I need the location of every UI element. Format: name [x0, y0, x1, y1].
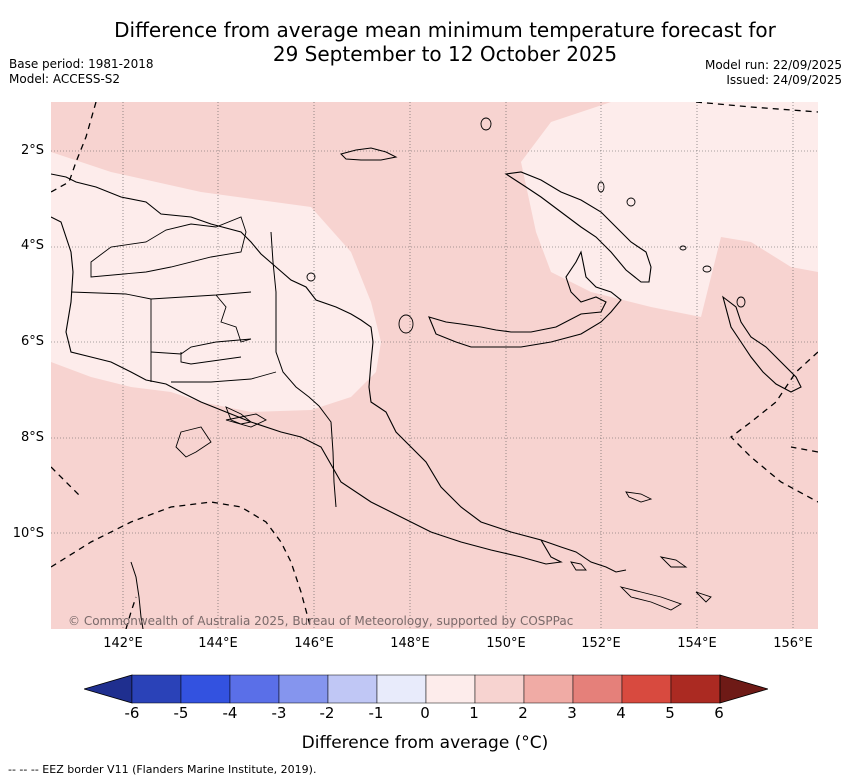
colorbar-svg	[82, 674, 770, 704]
colorbar-extend-low	[82, 674, 133, 704]
title-line-1: Difference from average mean minimum tem…	[114, 18, 776, 42]
lon-label-144e: 144°E	[198, 636, 238, 651]
cb-tick: 5	[665, 704, 675, 722]
anomaly-region-0-1-west	[51, 152, 381, 412]
colorbar-segment	[425, 674, 476, 704]
colorbar-segment	[523, 674, 574, 704]
colorbar-segment	[327, 674, 378, 704]
map-svg	[51, 102, 818, 629]
colorbar-segment	[229, 674, 280, 704]
lon-label-154e: 154°E	[677, 636, 717, 651]
colorbar-segment	[572, 674, 623, 704]
eez-borders	[51, 102, 818, 629]
colorbar-segment	[278, 674, 329, 704]
base-period: Base period: 1981-2018	[9, 57, 154, 71]
colorbar-segment	[621, 674, 672, 704]
colorbar-segment	[376, 674, 427, 704]
colorbar-segment	[131, 674, 182, 704]
lat-label-2s: 2°S	[20, 143, 44, 158]
colorbar	[82, 674, 770, 708]
meta-right: Model run: 22/09/2025 Issued: 24/09/2025	[705, 58, 842, 88]
map-area	[51, 102, 818, 629]
lat-label-4s: 4°S	[20, 238, 44, 253]
lon-label-152e: 152°E	[581, 636, 621, 651]
title-line-2: 29 September to 12 October 2025	[272, 42, 618, 66]
gridlines	[51, 102, 818, 629]
lat-label-10s: 10°S	[12, 526, 44, 541]
lon-label-148e: 148°E	[390, 636, 430, 651]
colorbar-segment	[180, 674, 231, 704]
small-islands	[306, 117, 746, 611]
cb-tick: -5	[173, 704, 189, 722]
cb-tick: 0	[420, 704, 430, 722]
colorbar-segment	[474, 674, 525, 704]
cb-tick: -6	[124, 704, 140, 722]
cape-york	[130, 561, 144, 629]
cb-tick: 3	[567, 704, 577, 722]
anomaly-region-0-1-east	[521, 102, 818, 317]
copyright-notice: © Commonwealth of Australia 2025, Bureau…	[68, 614, 574, 628]
lon-label-150e: 150°E	[486, 636, 526, 651]
lon-label-142e: 142°E	[103, 636, 143, 651]
cb-tick: 1	[469, 704, 479, 722]
manus-island	[340, 147, 398, 161]
lon-label-146e: 146°E	[294, 636, 334, 651]
international-border	[270, 231, 337, 508]
south-coast-islands	[175, 406, 267, 458]
model-run: Model run: 22/09/2025	[704, 58, 842, 72]
cb-tick: -4	[222, 704, 238, 722]
cb-tick: 4	[616, 704, 626, 722]
southeast-peninsula	[540, 539, 627, 573]
lon-label-156e: 156°E	[773, 636, 813, 651]
meta-left: Base period: 1981-2018 Model: ACCESS-S2	[9, 57, 154, 87]
bougainville-island	[722, 295, 802, 393]
colorbar-title: Difference from average (°C)	[301, 733, 549, 753]
provincial-boundaries	[70, 216, 277, 383]
lat-label-6s: 6°S	[20, 334, 44, 349]
eez-footnote: -- -- -- EEZ border V11 (Flanders Marine…	[8, 763, 317, 776]
model-name: Model: ACCESS-S2	[9, 72, 121, 86]
colorbar-segment	[670, 674, 721, 704]
lat-label-8s: 8°S	[20, 430, 44, 445]
cb-tick: -1	[368, 704, 384, 722]
new-britain-island	[428, 250, 622, 348]
chart-title: Difference from average mean minimum tem…	[60, 18, 830, 66]
cb-tick: 6	[714, 704, 724, 722]
cb-tick: -3	[271, 704, 287, 722]
new-ireland-island	[504, 171, 652, 283]
cb-tick: -2	[319, 704, 335, 722]
cb-tick: 2	[518, 704, 528, 722]
issued-date: Issued: 24/09/2025	[726, 73, 842, 87]
new-guinea-coastline	[51, 173, 563, 565]
colorbar-extend-high	[719, 674, 770, 704]
